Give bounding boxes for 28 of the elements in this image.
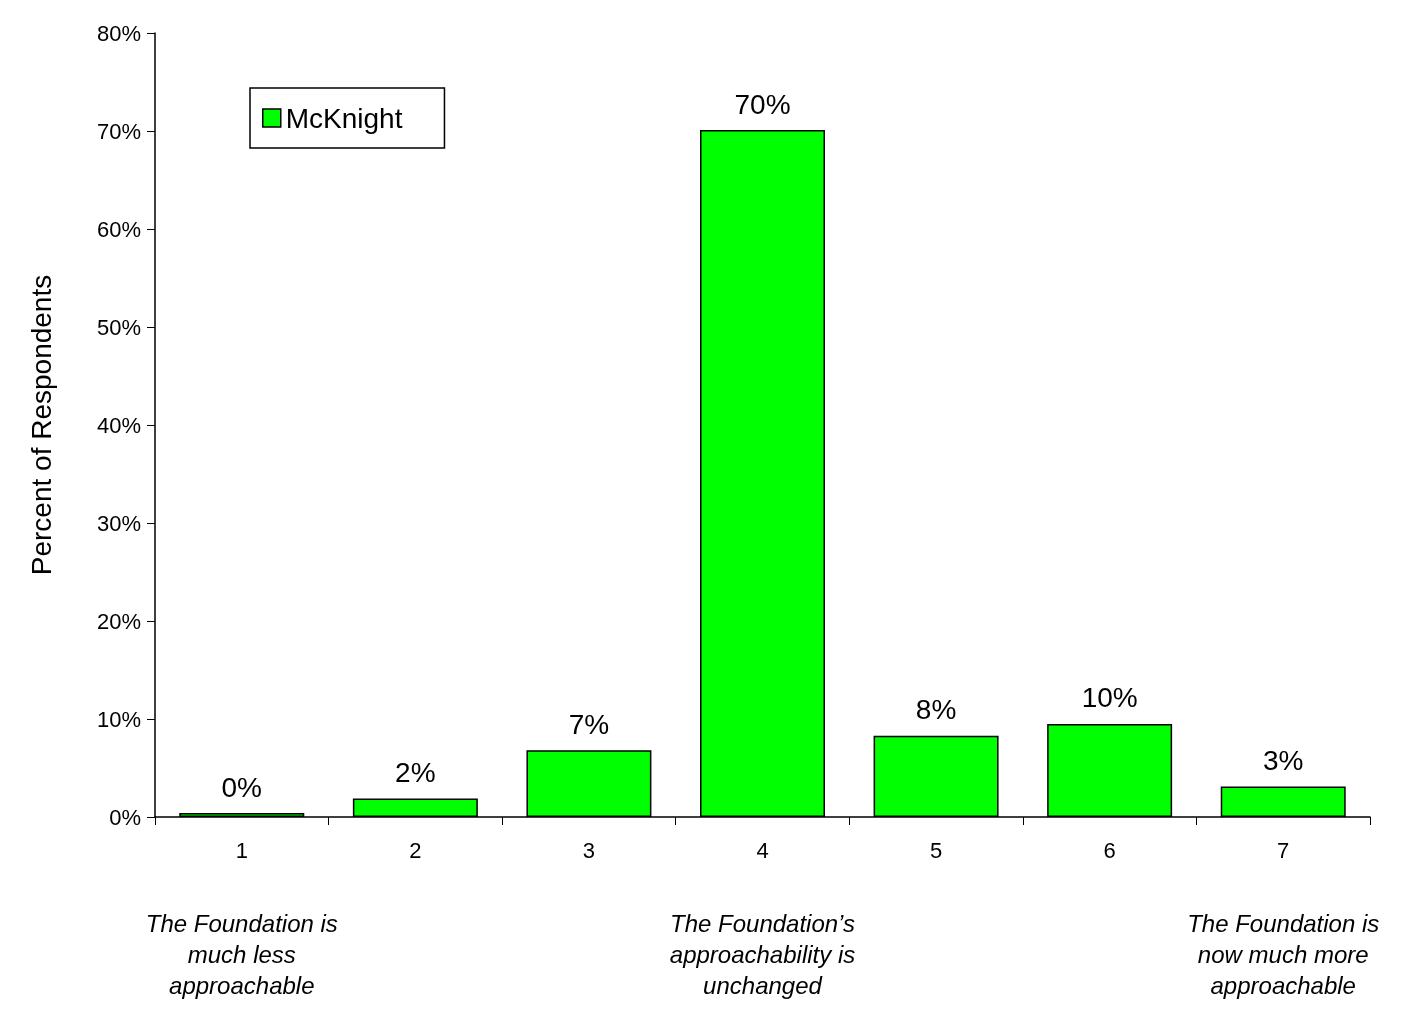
data-label: 3% bbox=[1262, 745, 1304, 777]
x-tick-label: 1 bbox=[235, 837, 248, 863]
data-label: 70% bbox=[734, 88, 791, 120]
data-label: 10% bbox=[1081, 682, 1138, 714]
y-tick-label: 50% bbox=[96, 314, 141, 340]
y-tick-label: 70% bbox=[96, 118, 141, 144]
data-label: 2% bbox=[395, 756, 436, 788]
y-tick-label: 80% bbox=[96, 20, 141, 46]
data-label: 8% bbox=[915, 694, 957, 726]
x-tick-label: 5 bbox=[929, 837, 943, 863]
text: The Foundation’s approachability is unchanged bbox=[669, 910, 856, 999]
text: The Foundation is much less approachable bbox=[145, 910, 338, 999]
text: The Foundation is now much more approachable bbox=[1187, 910, 1380, 999]
x-tick-label: 3 bbox=[582, 837, 596, 863]
y-tick-label: 10% bbox=[96, 706, 141, 732]
y-axis-title: Percent of Respondents bbox=[25, 274, 57, 576]
y-tick-label: 30% bbox=[96, 510, 141, 536]
x-tick-label: 7 bbox=[1277, 837, 1290, 863]
x-tick-label: 6 bbox=[1103, 837, 1116, 863]
y-tick-label: 40% bbox=[96, 412, 141, 438]
legend-label: McKnight bbox=[285, 102, 403, 134]
x-tick-label: 4 bbox=[756, 837, 769, 863]
y-tick-label: 60% bbox=[96, 216, 141, 242]
data-label: 0% bbox=[221, 771, 263, 803]
y-tick-label: 20% bbox=[96, 608, 141, 634]
x-tick-label: 2 bbox=[409, 837, 422, 863]
y-tick-label: 0% bbox=[109, 804, 141, 830]
data-label: 7% bbox=[568, 708, 610, 740]
